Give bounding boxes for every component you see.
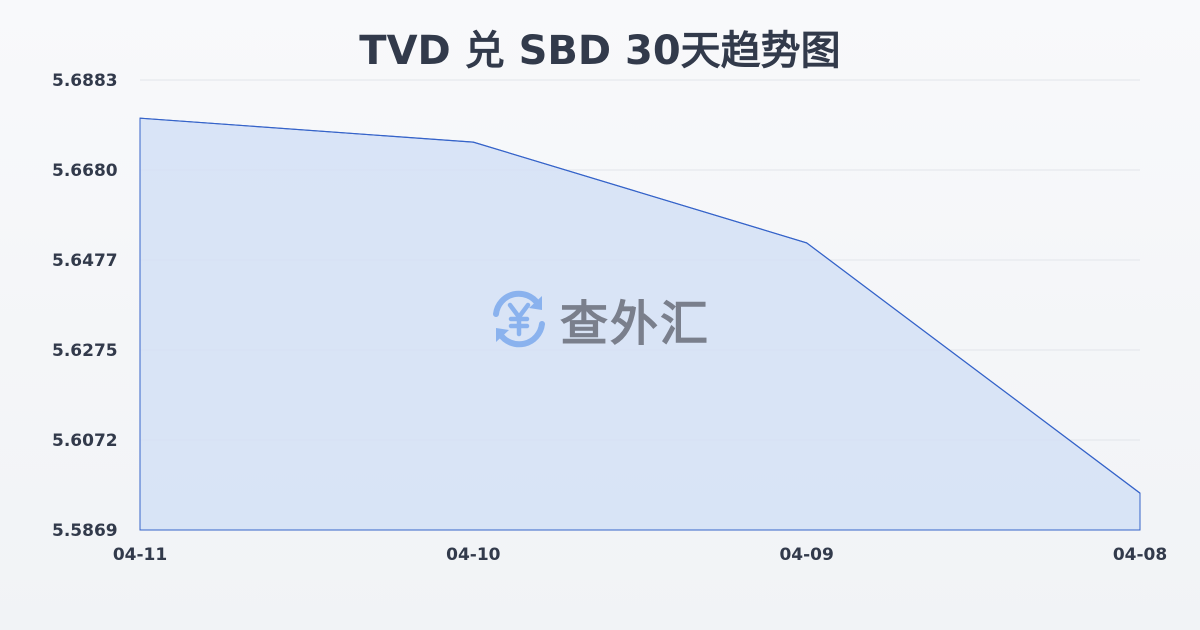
y-tick-label: 5.5869 — [52, 521, 118, 541]
y-tick-label: 5.6883 — [52, 71, 118, 91]
watermark-text: 查外汇 — [560, 296, 711, 352]
x-tick-label: 04-10 — [446, 545, 501, 565]
chart-title: TVD 兑 SBD 30天趋势图 — [359, 28, 841, 74]
y-tick-label: 5.6275 — [52, 341, 118, 361]
y-tick-label: 5.6680 — [52, 161, 118, 181]
watermark: 查外汇 — [488, 284, 710, 354]
data-point — [472, 141, 474, 143]
y-tick-label: 5.6072 — [52, 431, 118, 451]
data-point — [139, 117, 141, 119]
x-tick-label: 04-09 — [779, 545, 833, 565]
series-line — [139, 117, 1141, 494]
data-point — [1139, 492, 1141, 494]
yen-exchange-icon — [493, 290, 545, 348]
data-point — [806, 242, 808, 244]
y-tick-label: 5.6477 — [52, 251, 118, 271]
x-tick-label: 04-08 — [1113, 545, 1167, 565]
x-tick-label: 04-11 — [113, 545, 167, 565]
